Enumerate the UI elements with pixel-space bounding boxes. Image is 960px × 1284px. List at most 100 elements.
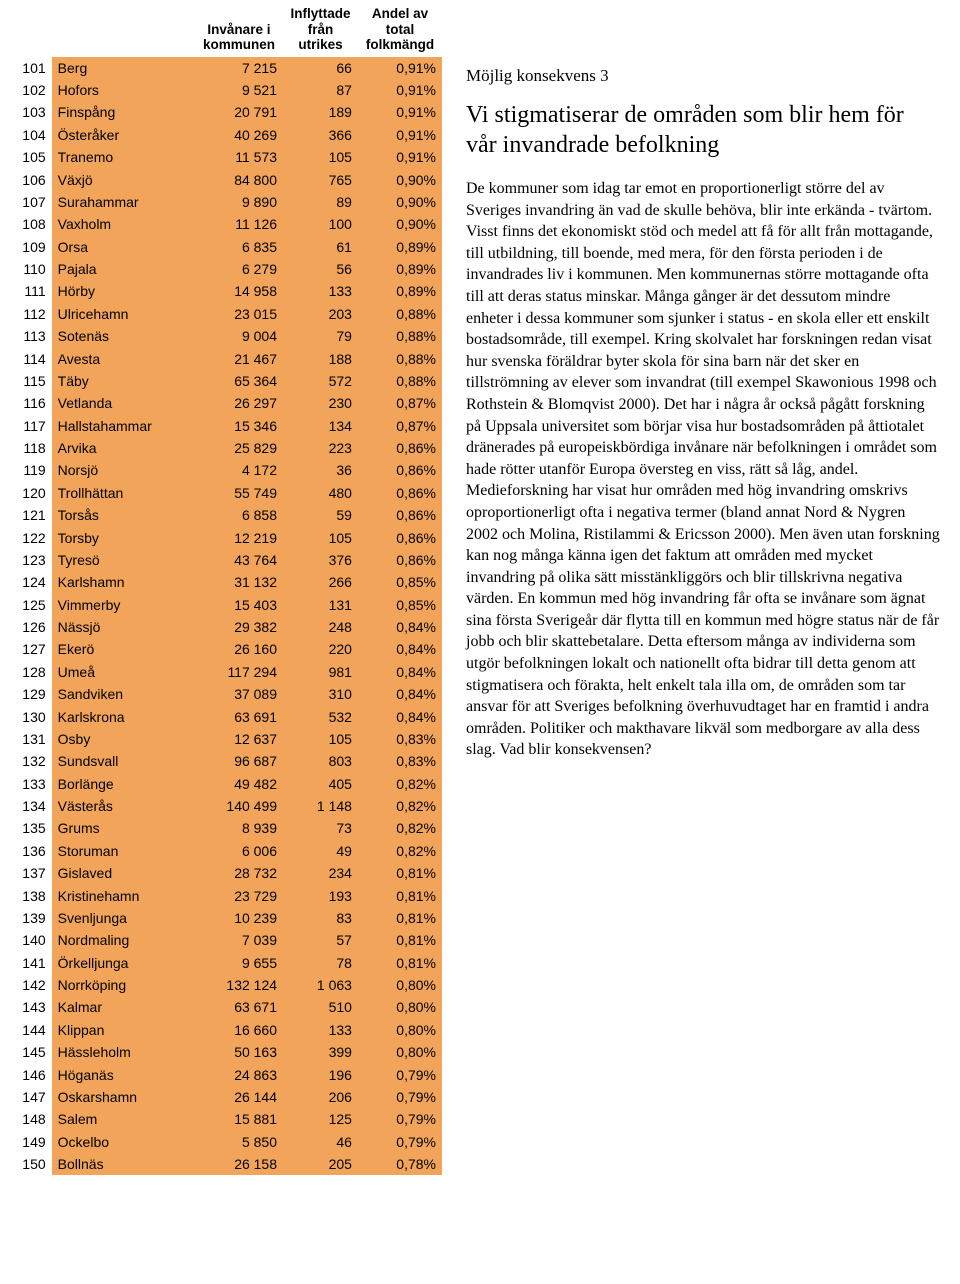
cell-name: Salem (52, 1108, 195, 1130)
cell-name: Oskarshamn (52, 1086, 195, 1108)
cell-name: Vetlanda (52, 392, 195, 414)
article: Möjlig konsekvens 3 Vi stigmatiserar de … (466, 4, 948, 761)
cell-name: Kristinehamn (52, 884, 195, 906)
cell-andel: 0,88% (358, 303, 442, 325)
cell-name: Trollhättan (52, 482, 195, 504)
cell-invanare: 63 691 (195, 705, 283, 727)
table-row: 145Hässleholm50 1633990,80% (12, 1041, 442, 1063)
cell-inflyttade: 193 (283, 884, 358, 906)
cell-name: Berg (52, 57, 195, 79)
table-row: 103Finspång20 7911890,91% (12, 101, 442, 123)
cell-invanare: 26 297 (195, 392, 283, 414)
cell-andel: 0,79% (358, 1063, 442, 1085)
cell-invanare: 7 215 (195, 57, 283, 79)
cell-invanare: 26 158 (195, 1153, 283, 1175)
cell-andel: 0,79% (358, 1131, 442, 1153)
table-row: 142Norrköping132 1241 0630,80% (12, 974, 442, 996)
table-row: 140Nordmaling7 039570,81% (12, 929, 442, 951)
cell-rank: 116 (12, 392, 52, 414)
cell-rank: 137 (12, 862, 52, 884)
table-row: 111Hörby14 9581330,89% (12, 280, 442, 302)
cell-inflyttade: 49 (283, 840, 358, 862)
cell-invanare: 11 126 (195, 213, 283, 235)
table-row: 117Hallstahammar15 3461340,87% (12, 415, 442, 437)
cell-invanare: 31 132 (195, 571, 283, 593)
cell-rank: 106 (12, 168, 52, 190)
table-row: 137Gislaved28 7322340,81% (12, 862, 442, 884)
col-invanare-header: Invånare i kommunen (195, 4, 283, 57)
cell-rank: 110 (12, 258, 52, 280)
cell-rank: 150 (12, 1153, 52, 1175)
data-table: Invånare i kommunen Inflyttade från utri… (12, 4, 442, 1175)
cell-invanare: 37 089 (195, 683, 283, 705)
cell-invanare: 9 004 (195, 325, 283, 347)
cell-invanare: 14 958 (195, 280, 283, 302)
table-row: 115Täby65 3645720,88% (12, 370, 442, 392)
cell-rank: 135 (12, 817, 52, 839)
cell-name: Ulricehamn (52, 303, 195, 325)
cell-andel: 0,83% (358, 750, 442, 772)
table-row: 114Avesta21 4671880,88% (12, 347, 442, 369)
cell-invanare: 4 172 (195, 459, 283, 481)
cell-name: Vaxholm (52, 213, 195, 235)
cell-andel: 0,84% (358, 705, 442, 727)
cell-name: Orsa (52, 236, 195, 258)
cell-inflyttade: 366 (283, 124, 358, 146)
cell-andel: 0,81% (358, 862, 442, 884)
table-row: 130Karlskrona63 6915320,84% (12, 705, 442, 727)
cell-andel: 0,89% (358, 258, 442, 280)
table-row: 123Tyresö43 7643760,86% (12, 549, 442, 571)
cell-rank: 149 (12, 1131, 52, 1153)
cell-invanare: 9 655 (195, 952, 283, 974)
cell-invanare: 6 835 (195, 236, 283, 258)
cell-inflyttade: 266 (283, 571, 358, 593)
table-row: 101Berg7 215660,91% (12, 57, 442, 79)
cell-invanare: 26 144 (195, 1086, 283, 1108)
cell-name: Vimmerby (52, 594, 195, 616)
cell-name: Avesta (52, 347, 195, 369)
cell-name: Klippan (52, 1019, 195, 1041)
cell-name: Österåker (52, 124, 195, 146)
cell-invanare: 6 006 (195, 840, 283, 862)
cell-andel: 0,81% (358, 884, 442, 906)
cell-andel: 0,91% (358, 101, 442, 123)
cell-name: Arvika (52, 437, 195, 459)
cell-inflyttade: 105 (283, 728, 358, 750)
cell-rank: 118 (12, 437, 52, 459)
cell-invanare: 65 364 (195, 370, 283, 392)
cell-andel: 0,86% (358, 504, 442, 526)
cell-invanare: 23 015 (195, 303, 283, 325)
cell-name: Karlskrona (52, 705, 195, 727)
cell-inflyttade: 57 (283, 929, 358, 951)
cell-invanare: 117 294 (195, 661, 283, 683)
cell-andel: 0,81% (358, 952, 442, 974)
table-row: 102Hofors9 521870,91% (12, 79, 442, 101)
cell-inflyttade: 220 (283, 638, 358, 660)
cell-inflyttade: 203 (283, 303, 358, 325)
col-name-header (52, 4, 195, 57)
table-row: 113Sotenäs9 004790,88% (12, 325, 442, 347)
table-row: 139Svenljunga10 239830,81% (12, 907, 442, 929)
table-row: 110Pajala6 279560,89% (12, 258, 442, 280)
cell-name: Finspång (52, 101, 195, 123)
cell-inflyttade: 189 (283, 101, 358, 123)
cell-name: Torsby (52, 526, 195, 548)
cell-rank: 109 (12, 236, 52, 258)
cell-invanare: 12 637 (195, 728, 283, 750)
cell-inflyttade: 188 (283, 347, 358, 369)
cell-andel: 0,80% (358, 1019, 442, 1041)
cell-rank: 130 (12, 705, 52, 727)
article-subheading: Möjlig konsekvens 3 (466, 66, 940, 86)
cell-rank: 102 (12, 79, 52, 101)
cell-name: Höganäs (52, 1063, 195, 1085)
cell-invanare: 7 039 (195, 929, 283, 951)
cell-name: Osby (52, 728, 195, 750)
table-row: 122Torsby12 2191050,86% (12, 526, 442, 548)
header-row: Invånare i kommunen Inflyttade från utri… (12, 4, 442, 57)
table-row: 134Västerås140 4991 1480,82% (12, 795, 442, 817)
cell-name: Storuman (52, 840, 195, 862)
cell-name: Nordmaling (52, 929, 195, 951)
cell-andel: 0,82% (358, 773, 442, 795)
cell-inflyttade: 105 (283, 526, 358, 548)
cell-invanare: 140 499 (195, 795, 283, 817)
